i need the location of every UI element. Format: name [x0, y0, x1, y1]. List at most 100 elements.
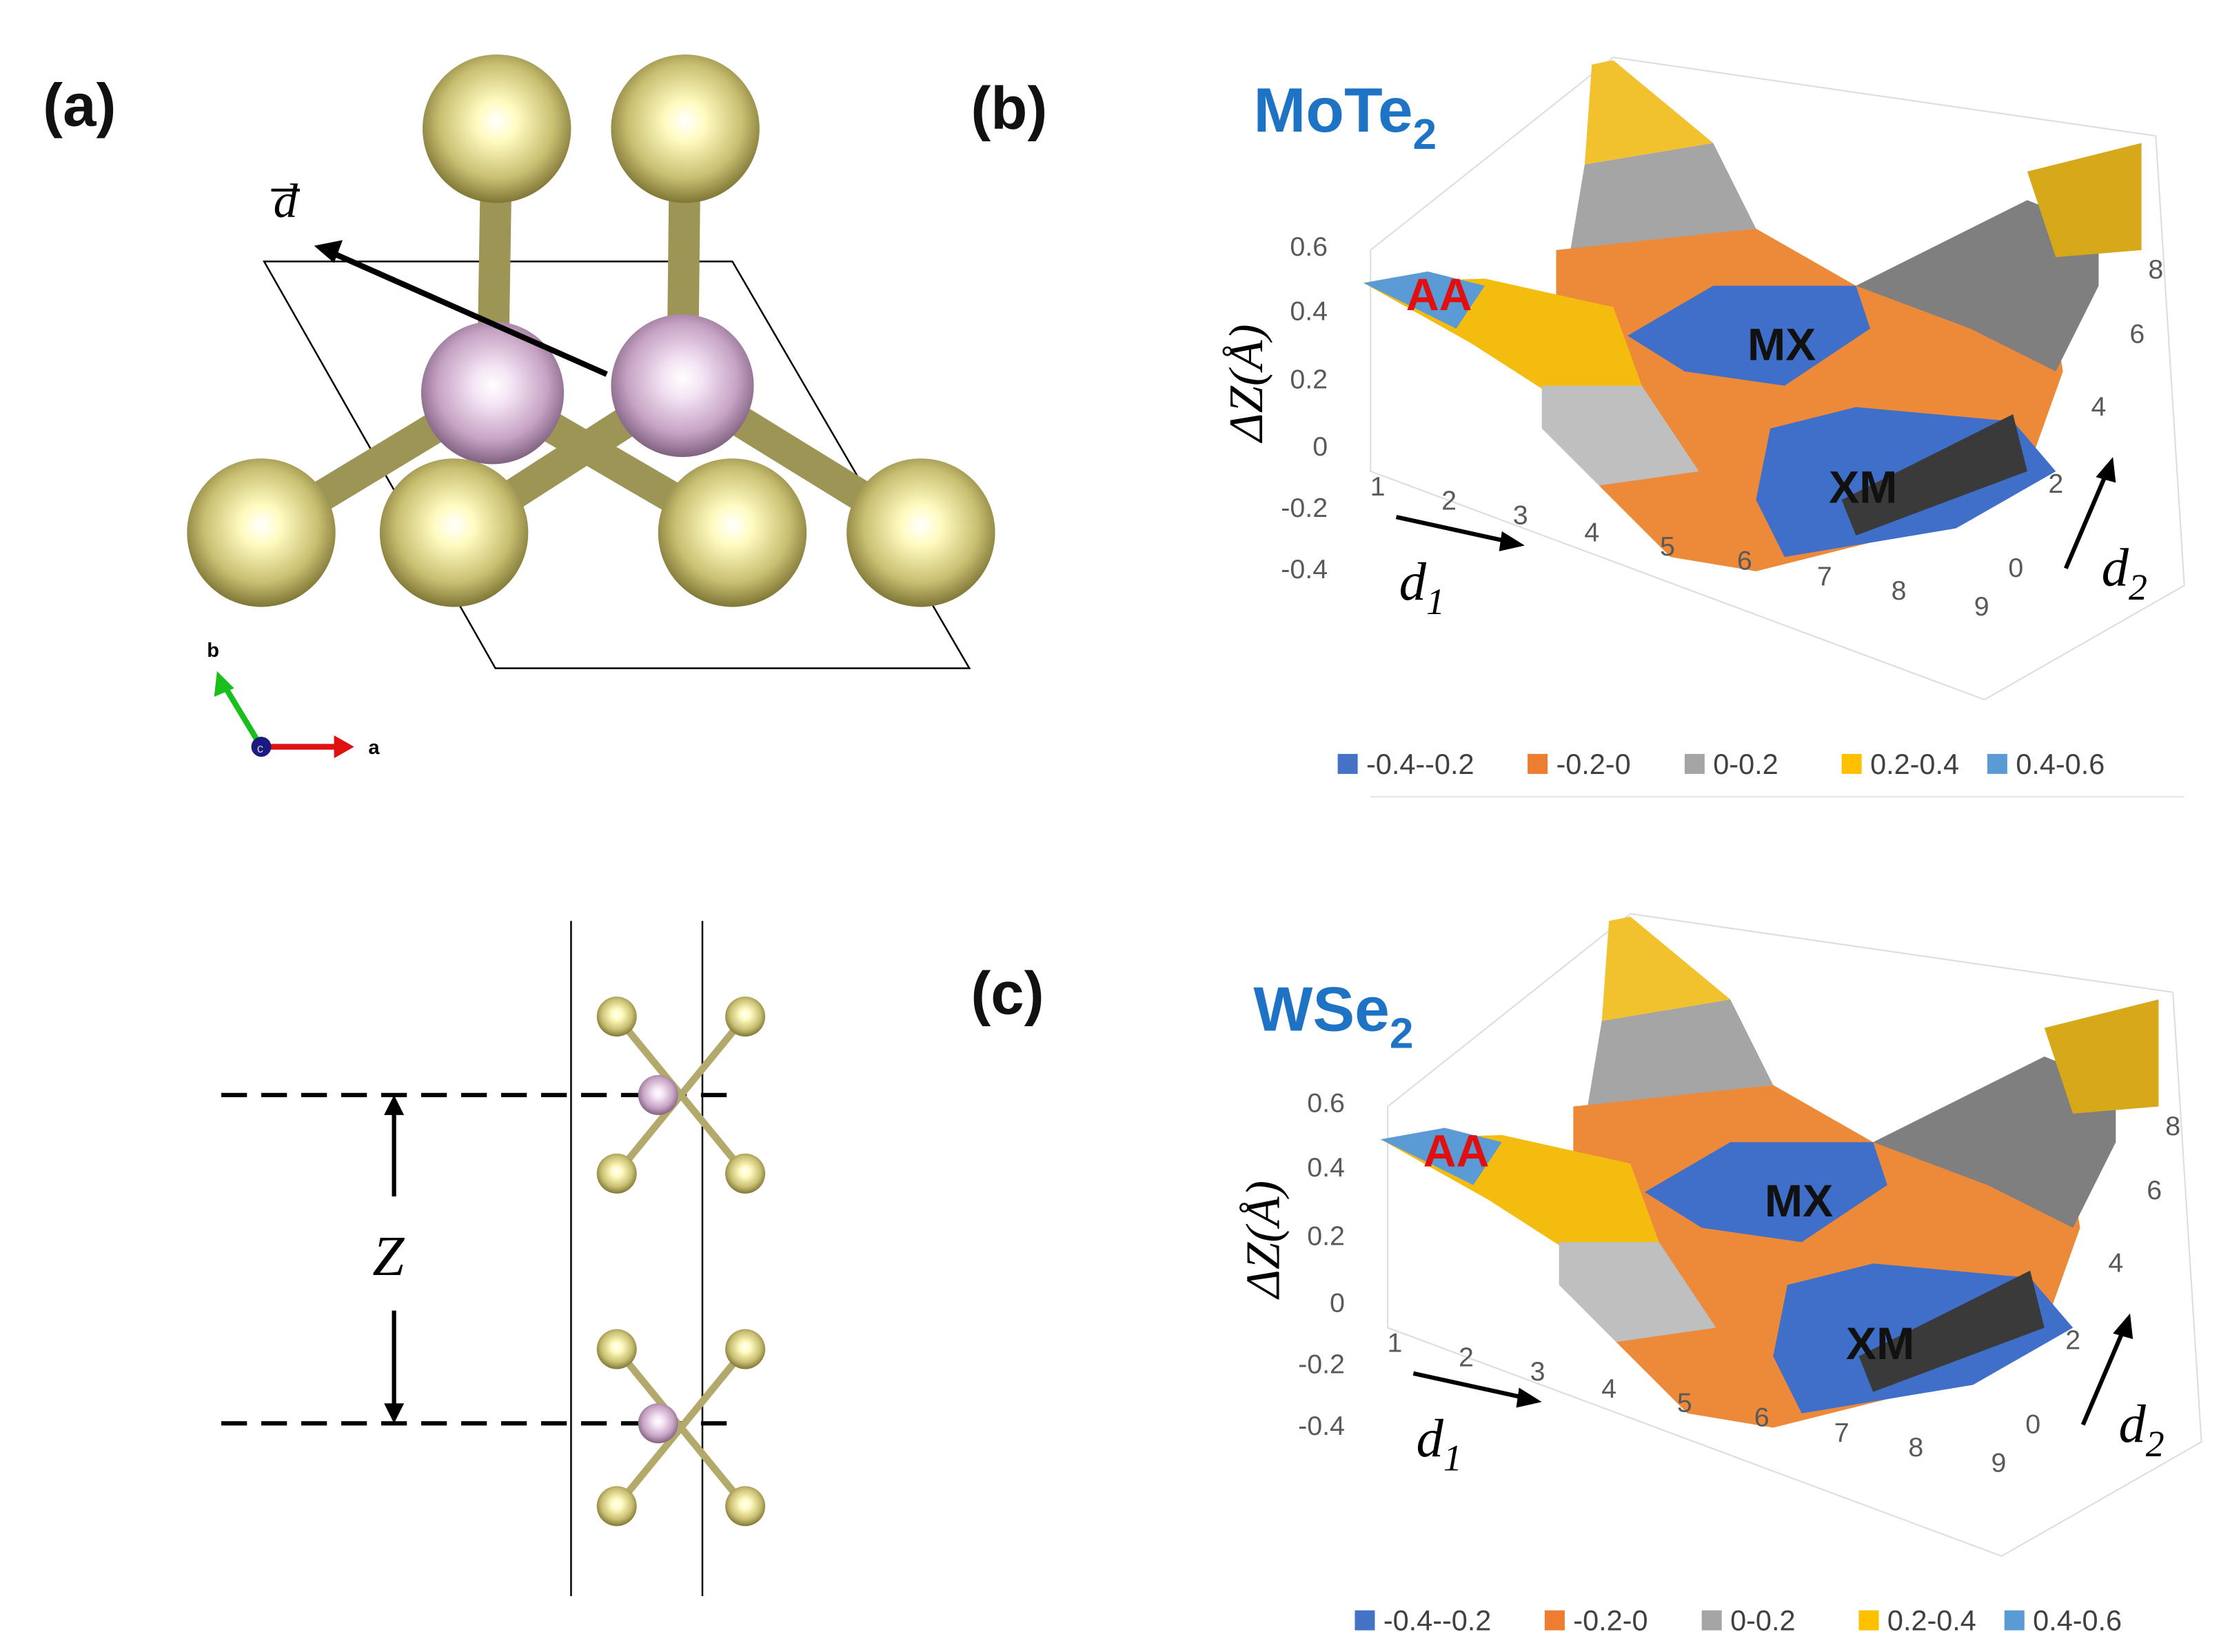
d1-tick-label: 6: [1754, 1402, 1770, 1432]
axis-label: c: [257, 741, 263, 755]
legend-swatch: [1355, 1610, 1375, 1631]
legend-label: 0.2-0.4: [1870, 748, 1959, 780]
legend-swatch: [1987, 753, 2007, 774]
stacking-marker: AA: [1406, 269, 1472, 320]
legend-swatch: [1337, 753, 1358, 774]
panel-label: (b): [971, 75, 1047, 142]
d1-tick-label: 3: [1513, 500, 1528, 530]
legend-label: 0.4-0.6: [2033, 1605, 2122, 1637]
legend-swatch: [2004, 1610, 2025, 1631]
vector-label: d: [274, 174, 298, 228]
legend-swatch: [1841, 753, 1862, 774]
z-axis-label: ΔZ(Å): [1219, 324, 1273, 443]
d1-label: d1: [1399, 552, 1445, 622]
stacking-marker: MX: [1747, 319, 1816, 370]
atoms: [187, 54, 995, 607]
d2-tick-label: 6: [2147, 1175, 2162, 1205]
z-tick-label: -0.4: [1298, 1411, 1345, 1441]
d1-tick-label: 1: [1387, 1328, 1402, 1358]
d2-tick-label: 8: [2148, 254, 2163, 285]
z-tick-label: 0: [1330, 1288, 1345, 1318]
z-tick-label: 0.4: [1307, 1152, 1345, 1183]
d2-tick-label: 8: [2165, 1111, 2180, 1141]
d1-tick-label: 8: [1892, 575, 1907, 606]
subscript: 2: [1413, 111, 1437, 159]
legend-label: 0-0.2: [1713, 748, 1778, 780]
z-tick-label: -0.2: [1281, 493, 1328, 523]
surface-plot: ΔZ(Å)0.60.40.20-0.2-0.41 2 34 5 67 8902468d1d…: [1237, 1088, 2180, 1637]
stacking-marker: AA: [1423, 1125, 1490, 1176]
d1-name: d: [1399, 552, 1427, 612]
d2-name: d: [2118, 1394, 2146, 1454]
d1-tick-label: 7: [1834, 1418, 1849, 1448]
d1-name: d: [1416, 1409, 1443, 1469]
stacking-marker: XM: [1829, 462, 1897, 513]
z-axis-label: ΔZ(Å): [1237, 1181, 1290, 1300]
legend-label: -0.2-0: [1573, 1605, 1648, 1637]
d1-tick-label: 8: [1908, 1432, 1923, 1462]
d2-tick-label: 4: [2091, 391, 2107, 422]
axis-label: a: [368, 737, 380, 759]
legend-swatch: [1528, 753, 1548, 774]
d2-sub: 2: [2129, 567, 2147, 608]
d2-label: d2: [2118, 1394, 2164, 1465]
material: MoTe: [1253, 76, 1412, 145]
legend-label: -0.4--0.2: [1383, 1605, 1492, 1637]
legend-label: 0.2-0.4: [1887, 1605, 1976, 1637]
panel-label: (a): [43, 72, 116, 139]
d1-tick-label: 7: [1817, 562, 1832, 592]
d1-tick-label: 2: [1459, 1342, 1474, 1372]
d2-tick-label: 2: [2065, 1325, 2080, 1356]
legend-label: 0.4-0.6: [2016, 748, 2105, 780]
d1-tick-label: 9: [1991, 1448, 2007, 1478]
d1-tick-label: 4: [1584, 517, 1599, 547]
legend-label: -0.2-0: [1556, 748, 1630, 780]
d1-label: d1: [1416, 1409, 1461, 1479]
axis-label: b: [207, 640, 219, 662]
z-tick-label: 0.2: [1290, 365, 1328, 395]
side-view: [221, 921, 766, 1596]
legend-swatch: [1701, 1610, 1722, 1631]
surface: [1381, 914, 2202, 1652]
d2-label: d2: [2102, 538, 2147, 609]
d1-tick-label: 3: [1530, 1356, 1545, 1387]
d2-tick-label: 0: [2025, 1409, 2040, 1440]
material: WSe: [1253, 975, 1389, 1045]
legend-swatch: [1684, 753, 1705, 774]
surface: [1364, 57, 2185, 797]
plot-title: MoTe2: [1253, 76, 1437, 159]
z-tick-label: 0: [1312, 431, 1328, 462]
d1-tick-label: 9: [1974, 591, 1989, 622]
d2-sub: 2: [2146, 1423, 2165, 1465]
d1-tick-label: 5: [1660, 531, 1675, 562]
legend-swatch: [1544, 1610, 1565, 1631]
z-tick-label: 0.2: [1307, 1221, 1345, 1251]
d-vector: [334, 252, 608, 377]
d2-tick-label: 2: [2048, 469, 2063, 499]
surface-plot: ΔZ(Å)0.60.40.20-0.2-0.41 2 34 5 67 8902468d1d…: [1219, 232, 2163, 780]
z-tick-label: 0.6: [1307, 1088, 1345, 1119]
bonds: [245, 113, 937, 549]
d2-tick-label: 0: [2008, 553, 2023, 583]
d2-name: d: [2102, 538, 2129, 598]
subscript: 2: [1390, 1010, 1414, 1058]
d1-tick-label: 6: [1737, 546, 1752, 576]
d1-tick-label: 1: [1370, 471, 1386, 502]
legend-label: -0.4--0.2: [1366, 748, 1474, 780]
d1-sub: 1: [1426, 581, 1445, 622]
legend-label: 0-0.2: [1730, 1605, 1795, 1637]
z-label: Z: [372, 1224, 405, 1287]
stacking-marker: XM: [1846, 1318, 1914, 1369]
z-tick-label: -0.2: [1298, 1349, 1345, 1380]
stacking-marker: MX: [1765, 1176, 1833, 1227]
d1-tick-label: 2: [1441, 486, 1457, 516]
d2-tick-label: 4: [2108, 1248, 2123, 1278]
d2-tick-label: 6: [2129, 318, 2145, 349]
legend-swatch: [1858, 1610, 1879, 1631]
z-tick-label: 0.6: [1290, 232, 1328, 262]
z-tick-label: 0.4: [1290, 296, 1328, 326]
panel-label: (c): [971, 960, 1044, 1027]
plot-title: WSe2: [1253, 975, 1413, 1058]
d1-tick-label: 4: [1601, 1374, 1616, 1404]
